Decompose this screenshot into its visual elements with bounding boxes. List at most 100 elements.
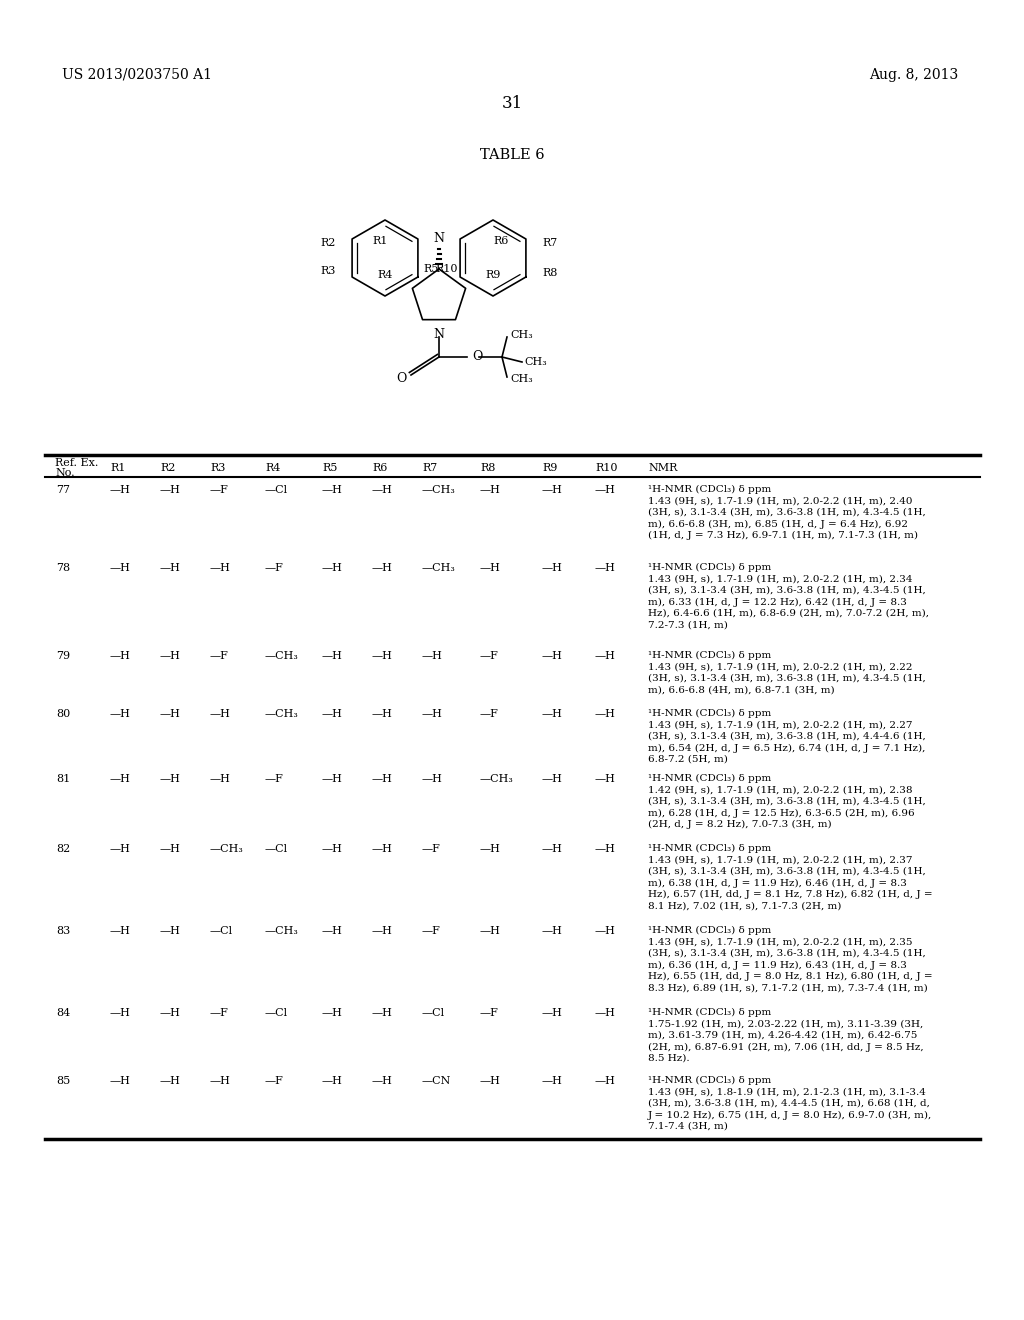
Text: 8.1 Hz), 7.02 (1H, s), 7.1-7.3 (2H, m): 8.1 Hz), 7.02 (1H, s), 7.1-7.3 (2H, m)	[648, 902, 842, 911]
Text: R10: R10	[595, 463, 617, 473]
Text: R9: R9	[485, 271, 501, 280]
Text: (3H, s), 3.1-3.4 (3H, m), 3.6-3.8 (1H, m), 4.3-4.5 (1H,: (3H, s), 3.1-3.4 (3H, m), 3.6-3.8 (1H, m…	[648, 675, 926, 682]
Text: m), 6.38 (1H, d, J = 11.9 Hz), 6.46 (1H, d, J = 8.3: m), 6.38 (1H, d, J = 11.9 Hz), 6.46 (1H,…	[648, 879, 907, 887]
Text: —H: —H	[372, 564, 393, 573]
Text: 1.43 (9H, s), 1.7-1.9 (1H, m), 2.0-2.2 (1H, m), 2.40: 1.43 (9H, s), 1.7-1.9 (1H, m), 2.0-2.2 (…	[648, 496, 912, 506]
Text: ¹H-NMR (CDCl₃) δ ppm: ¹H-NMR (CDCl₃) δ ppm	[648, 651, 771, 660]
Text: —H: —H	[372, 774, 393, 784]
Text: —H: —H	[322, 709, 343, 719]
Text: —Cl: —Cl	[265, 843, 288, 854]
Text: m), 6.6-6.8 (4H, m), 6.8-7.1 (3H, m): m), 6.6-6.8 (4H, m), 6.8-7.1 (3H, m)	[648, 685, 835, 694]
Text: —H: —H	[542, 927, 563, 936]
Text: —H: —H	[542, 1076, 563, 1086]
Text: 84: 84	[56, 1008, 70, 1018]
Text: R3: R3	[321, 267, 336, 276]
Text: 1.43 (9H, s), 1.7-1.9 (1H, m), 2.0-2.2 (1H, m), 2.27: 1.43 (9H, s), 1.7-1.9 (1H, m), 2.0-2.2 (…	[648, 721, 912, 730]
Text: (3H, s), 3.1-3.4 (3H, m), 3.6-3.8 (1H, m), 4.3-4.5 (1H,: (3H, s), 3.1-3.4 (3H, m), 3.6-3.8 (1H, m…	[648, 586, 926, 595]
Text: —F: —F	[265, 1076, 284, 1086]
Text: O: O	[472, 351, 482, 363]
Text: —H: —H	[210, 709, 230, 719]
Text: ¹H-NMR (CDCl₃) δ ppm: ¹H-NMR (CDCl₃) δ ppm	[648, 564, 771, 572]
Text: —H: —H	[480, 564, 501, 573]
Text: 6.8-7.2 (5H, m): 6.8-7.2 (5H, m)	[648, 755, 728, 764]
Text: 1.43 (9H, s), 1.7-1.9 (1H, m), 2.0-2.2 (1H, m), 2.35: 1.43 (9H, s), 1.7-1.9 (1H, m), 2.0-2.2 (…	[648, 937, 912, 946]
Text: —H: —H	[480, 1076, 501, 1086]
Text: 81: 81	[56, 774, 70, 784]
Text: —H: —H	[372, 484, 393, 495]
Text: 7.2-7.3 (1H, m): 7.2-7.3 (1H, m)	[648, 620, 728, 630]
Text: —H: —H	[110, 709, 131, 719]
Text: Aug. 8, 2013: Aug. 8, 2013	[868, 69, 958, 82]
Text: CH₃: CH₃	[510, 330, 532, 341]
Text: J = 10.2 Hz), 6.75 (1H, d, J = 8.0 Hz), 6.9-7.0 (3H, m),: J = 10.2 Hz), 6.75 (1H, d, J = 8.0 Hz), …	[648, 1110, 932, 1119]
Text: —H: —H	[595, 651, 615, 661]
Text: —CH₃: —CH₃	[265, 651, 299, 661]
Text: 7.1-7.4 (3H, m): 7.1-7.4 (3H, m)	[648, 1122, 728, 1131]
Text: —CH₃: —CH₃	[422, 484, 456, 495]
Text: 77: 77	[56, 484, 70, 495]
Text: —H: —H	[595, 484, 615, 495]
Text: —H: —H	[110, 484, 131, 495]
Text: m), 6.6-6.8 (3H, m), 6.85 (1H, d, J = 6.4 Hz), 6.92: m), 6.6-6.8 (3H, m), 6.85 (1H, d, J = 6.…	[648, 520, 908, 528]
Text: —H: —H	[542, 564, 563, 573]
Text: —H: —H	[160, 709, 181, 719]
Text: —H: —H	[160, 651, 181, 661]
Text: R10: R10	[435, 264, 458, 275]
Text: —Cl: —Cl	[265, 484, 288, 495]
Text: —CH₃: —CH₃	[480, 774, 514, 784]
Text: —H: —H	[210, 774, 230, 784]
Text: —H: —H	[210, 1076, 230, 1086]
Text: —H: —H	[110, 564, 131, 573]
Text: —CH₃: —CH₃	[422, 564, 456, 573]
Text: R4: R4	[377, 271, 392, 280]
Text: (3H, s), 3.1-3.4 (3H, m), 3.6-3.8 (1H, m), 4.3-4.5 (1H,: (3H, s), 3.1-3.4 (3H, m), 3.6-3.8 (1H, m…	[648, 867, 926, 876]
Text: ¹H-NMR (CDCl₃) δ ppm: ¹H-NMR (CDCl₃) δ ppm	[648, 774, 771, 783]
Text: —F: —F	[480, 651, 499, 661]
Text: (2H, m), 6.87-6.91 (2H, m), 7.06 (1H, dd, J = 8.5 Hz,: (2H, m), 6.87-6.91 (2H, m), 7.06 (1H, dd…	[648, 1043, 924, 1052]
Text: —F: —F	[210, 484, 229, 495]
Text: —H: —H	[372, 1008, 393, 1018]
Text: R2: R2	[160, 463, 175, 473]
Text: —Cl: —Cl	[210, 927, 233, 936]
Text: N: N	[433, 232, 444, 246]
Text: —H: —H	[372, 927, 393, 936]
Text: —H: —H	[595, 564, 615, 573]
Text: 1.43 (9H, s), 1.7-1.9 (1H, m), 2.0-2.2 (1H, m), 2.22: 1.43 (9H, s), 1.7-1.9 (1H, m), 2.0-2.2 (…	[648, 663, 912, 672]
Text: (1H, d, J = 7.3 Hz), 6.9-7.1 (1H, m), 7.1-7.3 (1H, m): (1H, d, J = 7.3 Hz), 6.9-7.1 (1H, m), 7.…	[648, 531, 918, 540]
Text: 1.75-1.92 (1H, m), 2.03-2.22 (1H, m), 3.11-3.39 (3H,: 1.75-1.92 (1H, m), 2.03-2.22 (1H, m), 3.…	[648, 1019, 924, 1028]
Text: R5: R5	[322, 463, 337, 473]
Text: —H: —H	[110, 1008, 131, 1018]
Text: —H: —H	[110, 1076, 131, 1086]
Text: R7: R7	[542, 238, 557, 248]
Text: No.: No.	[55, 469, 75, 478]
Text: 80: 80	[56, 709, 70, 719]
Text: ¹H-NMR (CDCl₃) δ ppm: ¹H-NMR (CDCl₃) δ ppm	[648, 1076, 771, 1085]
Text: —H: —H	[160, 1076, 181, 1086]
Text: —H: —H	[595, 1008, 615, 1018]
Text: —CH₃: —CH₃	[210, 843, 244, 854]
Text: —CH₃: —CH₃	[265, 927, 299, 936]
Text: —H: —H	[542, 774, 563, 784]
Text: 83: 83	[56, 927, 70, 936]
Text: —Cl: —Cl	[265, 1008, 288, 1018]
Text: CH₃: CH₃	[524, 356, 547, 367]
Text: —H: —H	[160, 843, 181, 854]
Text: —H: —H	[595, 774, 615, 784]
Text: ¹H-NMR (CDCl₃) δ ppm: ¹H-NMR (CDCl₃) δ ppm	[648, 1008, 771, 1018]
Text: —H: —H	[542, 709, 563, 719]
Text: —H: —H	[480, 843, 501, 854]
Text: —H: —H	[542, 843, 563, 854]
Text: —H: —H	[160, 484, 181, 495]
Text: m), 6.33 (1H, d, J = 12.2 Hz), 6.42 (1H, d, J = 8.3: m), 6.33 (1H, d, J = 12.2 Hz), 6.42 (1H,…	[648, 598, 907, 607]
Text: m), 6.54 (2H, d, J = 6.5 Hz), 6.74 (1H, d, J = 7.1 Hz),: m), 6.54 (2H, d, J = 6.5 Hz), 6.74 (1H, …	[648, 743, 926, 752]
Text: —CH₃: —CH₃	[265, 709, 299, 719]
Text: 8.3 Hz), 6.89 (1H, s), 7.1-7.2 (1H, m), 7.3-7.4 (1H, m): 8.3 Hz), 6.89 (1H, s), 7.1-7.2 (1H, m), …	[648, 983, 928, 993]
Text: R6: R6	[494, 236, 509, 246]
Text: m), 3.61-3.79 (1H, m), 4.26-4.42 (1H, m), 6.42-6.75: m), 3.61-3.79 (1H, m), 4.26-4.42 (1H, m)…	[648, 1031, 918, 1040]
Text: —H: —H	[160, 564, 181, 573]
Text: (3H, s), 3.1-3.4 (3H, m), 3.6-3.8 (1H, m), 4.4-4.6 (1H,: (3H, s), 3.1-3.4 (3H, m), 3.6-3.8 (1H, m…	[648, 733, 926, 741]
Text: 78: 78	[56, 564, 70, 573]
Text: R5: R5	[423, 264, 438, 275]
Text: 8.5 Hz).: 8.5 Hz).	[648, 1053, 689, 1063]
Text: —H: —H	[372, 843, 393, 854]
